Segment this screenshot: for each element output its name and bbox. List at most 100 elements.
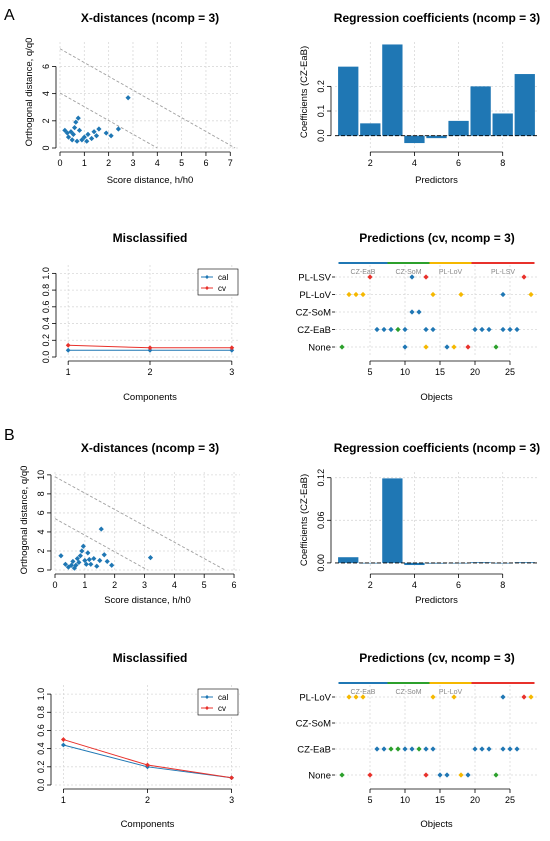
prediction-point xyxy=(472,326,478,333)
y-tick-label: 0.0 xyxy=(41,351,51,364)
y-tick-label: 0.0 xyxy=(36,779,46,792)
category-label: CZ-EaB xyxy=(297,325,331,336)
x-tick-label: 8 xyxy=(500,158,505,168)
data-point xyxy=(85,131,91,138)
data-point xyxy=(80,543,86,549)
y-tick-label: 2 xyxy=(41,118,51,123)
limit-line xyxy=(59,48,236,149)
series-point-cal xyxy=(61,742,66,748)
data-point xyxy=(98,526,104,532)
prediction-point xyxy=(458,772,464,778)
y-axis-label: Coefficients (CZ-EaB) xyxy=(299,474,310,566)
group-label: CZ-SoM xyxy=(395,269,421,276)
prediction-point xyxy=(500,694,506,700)
chart-title: Predictions (cv, ncomp = 3) xyxy=(359,231,514,245)
x-axis-label: Objects xyxy=(420,819,452,830)
x-tick-label: 0 xyxy=(57,158,62,168)
prediction-point xyxy=(430,326,436,333)
data-point xyxy=(71,565,77,571)
category-label: None xyxy=(308,771,331,782)
y-tick-label: 1.0 xyxy=(36,688,46,701)
series-point-cv xyxy=(147,345,153,351)
y-tick-label: 0.8 xyxy=(36,706,46,719)
legend-marker-cv xyxy=(205,706,209,710)
x-tick-label: 7 xyxy=(228,158,233,168)
group-label: PL-LSV xyxy=(491,269,515,276)
series-point-cv xyxy=(229,775,234,781)
plots-group: X-distances (ncomp = 3) 0 1 2 3 4 5 6 7 0 2 4 6 Score… xyxy=(19,11,540,830)
x-axis-label: Components xyxy=(121,819,175,830)
data-point xyxy=(73,119,79,125)
prediction-point xyxy=(486,746,492,752)
x-tick-label: 1 xyxy=(61,795,66,805)
x-tick-label: 2 xyxy=(106,158,111,168)
x-tick-label: 5 xyxy=(179,158,184,168)
chart-title: Regression coefficients (ncomp = 3) xyxy=(334,441,540,455)
bar xyxy=(338,66,359,136)
chart-B-mis: Misclassified 1 2 3 0.0 0.2 0.4 0.6 0.8 1.0 Compon… xyxy=(36,651,240,830)
x-tick-label: 1 xyxy=(66,367,71,377)
y-tick-label: 2 xyxy=(36,548,46,553)
prediction-point xyxy=(423,326,429,333)
bar xyxy=(492,113,513,136)
data-point xyxy=(75,115,81,121)
data-point xyxy=(147,555,154,561)
chart-title: Predictions (cv, ncomp = 3) xyxy=(359,651,514,665)
prediction-point xyxy=(409,274,415,280)
legend-marker-cal xyxy=(205,275,209,279)
prediction-point xyxy=(430,746,436,752)
data-point xyxy=(88,561,94,567)
prediction-point xyxy=(402,326,408,333)
y-tick-label: 1.0 xyxy=(41,267,51,280)
bar xyxy=(426,135,447,139)
bar xyxy=(382,478,403,563)
series-point-cv xyxy=(65,342,71,348)
prediction-point xyxy=(465,344,471,350)
data-point xyxy=(70,131,76,138)
category-label: PL-LSV xyxy=(298,273,331,284)
x-tick-label: 20 xyxy=(470,795,480,805)
x-tick-label: 10 xyxy=(400,795,410,805)
x-tick-label: 6 xyxy=(456,580,461,590)
y-tick-label: 0.4 xyxy=(36,742,46,755)
y-tick-label: 0.06 xyxy=(316,512,326,530)
y-tick-label: 0.6 xyxy=(41,301,51,314)
x-axis-label: Score distance, h/h0 xyxy=(107,175,194,186)
data-point xyxy=(85,550,91,556)
x-tick-label: 5 xyxy=(202,580,207,590)
y-tick-label: 0.1 xyxy=(316,105,326,118)
group-label: CZ-SoM xyxy=(395,689,421,696)
x-tick-label: 4 xyxy=(412,580,417,590)
data-point xyxy=(74,138,80,144)
x-tick-label: 25 xyxy=(505,795,515,805)
prediction-point xyxy=(367,274,373,280)
y-tick-label: 0 xyxy=(36,567,46,572)
x-axis-label: Score distance, h/h0 xyxy=(104,595,191,606)
legend-box xyxy=(197,268,239,296)
prediction-point xyxy=(500,326,506,333)
limit-line xyxy=(59,92,158,149)
category-label: CZ-SoM xyxy=(296,719,331,730)
chart-A-coef: Regression coefficients (ncomp = 3) 2 4 6 8 0… xyxy=(299,11,540,186)
bar xyxy=(470,86,491,136)
x-tick-label: 2 xyxy=(368,158,373,168)
prediction-point xyxy=(423,746,429,752)
data-point xyxy=(86,556,92,563)
bar xyxy=(426,562,447,564)
category-label: CZ-SoM xyxy=(296,308,331,319)
prediction-point xyxy=(472,746,478,752)
series-point-cal xyxy=(147,347,153,353)
bar xyxy=(448,120,469,136)
prediction-point xyxy=(507,326,513,333)
prediction-point xyxy=(423,274,429,280)
x-axis-label: Predictors xyxy=(415,175,458,186)
prediction-point xyxy=(437,772,443,778)
y-tick-label: 4 xyxy=(41,91,51,96)
data-point xyxy=(77,553,83,559)
chart-B-coef: Regression coefficients (ncomp = 3) 2 4 6 8 0… xyxy=(299,441,540,606)
x-tick-label: 4 xyxy=(412,158,417,168)
prediction-point xyxy=(339,772,345,778)
data-point xyxy=(97,557,103,564)
prediction-point xyxy=(528,694,534,700)
x-tick-label: 2 xyxy=(112,580,117,590)
